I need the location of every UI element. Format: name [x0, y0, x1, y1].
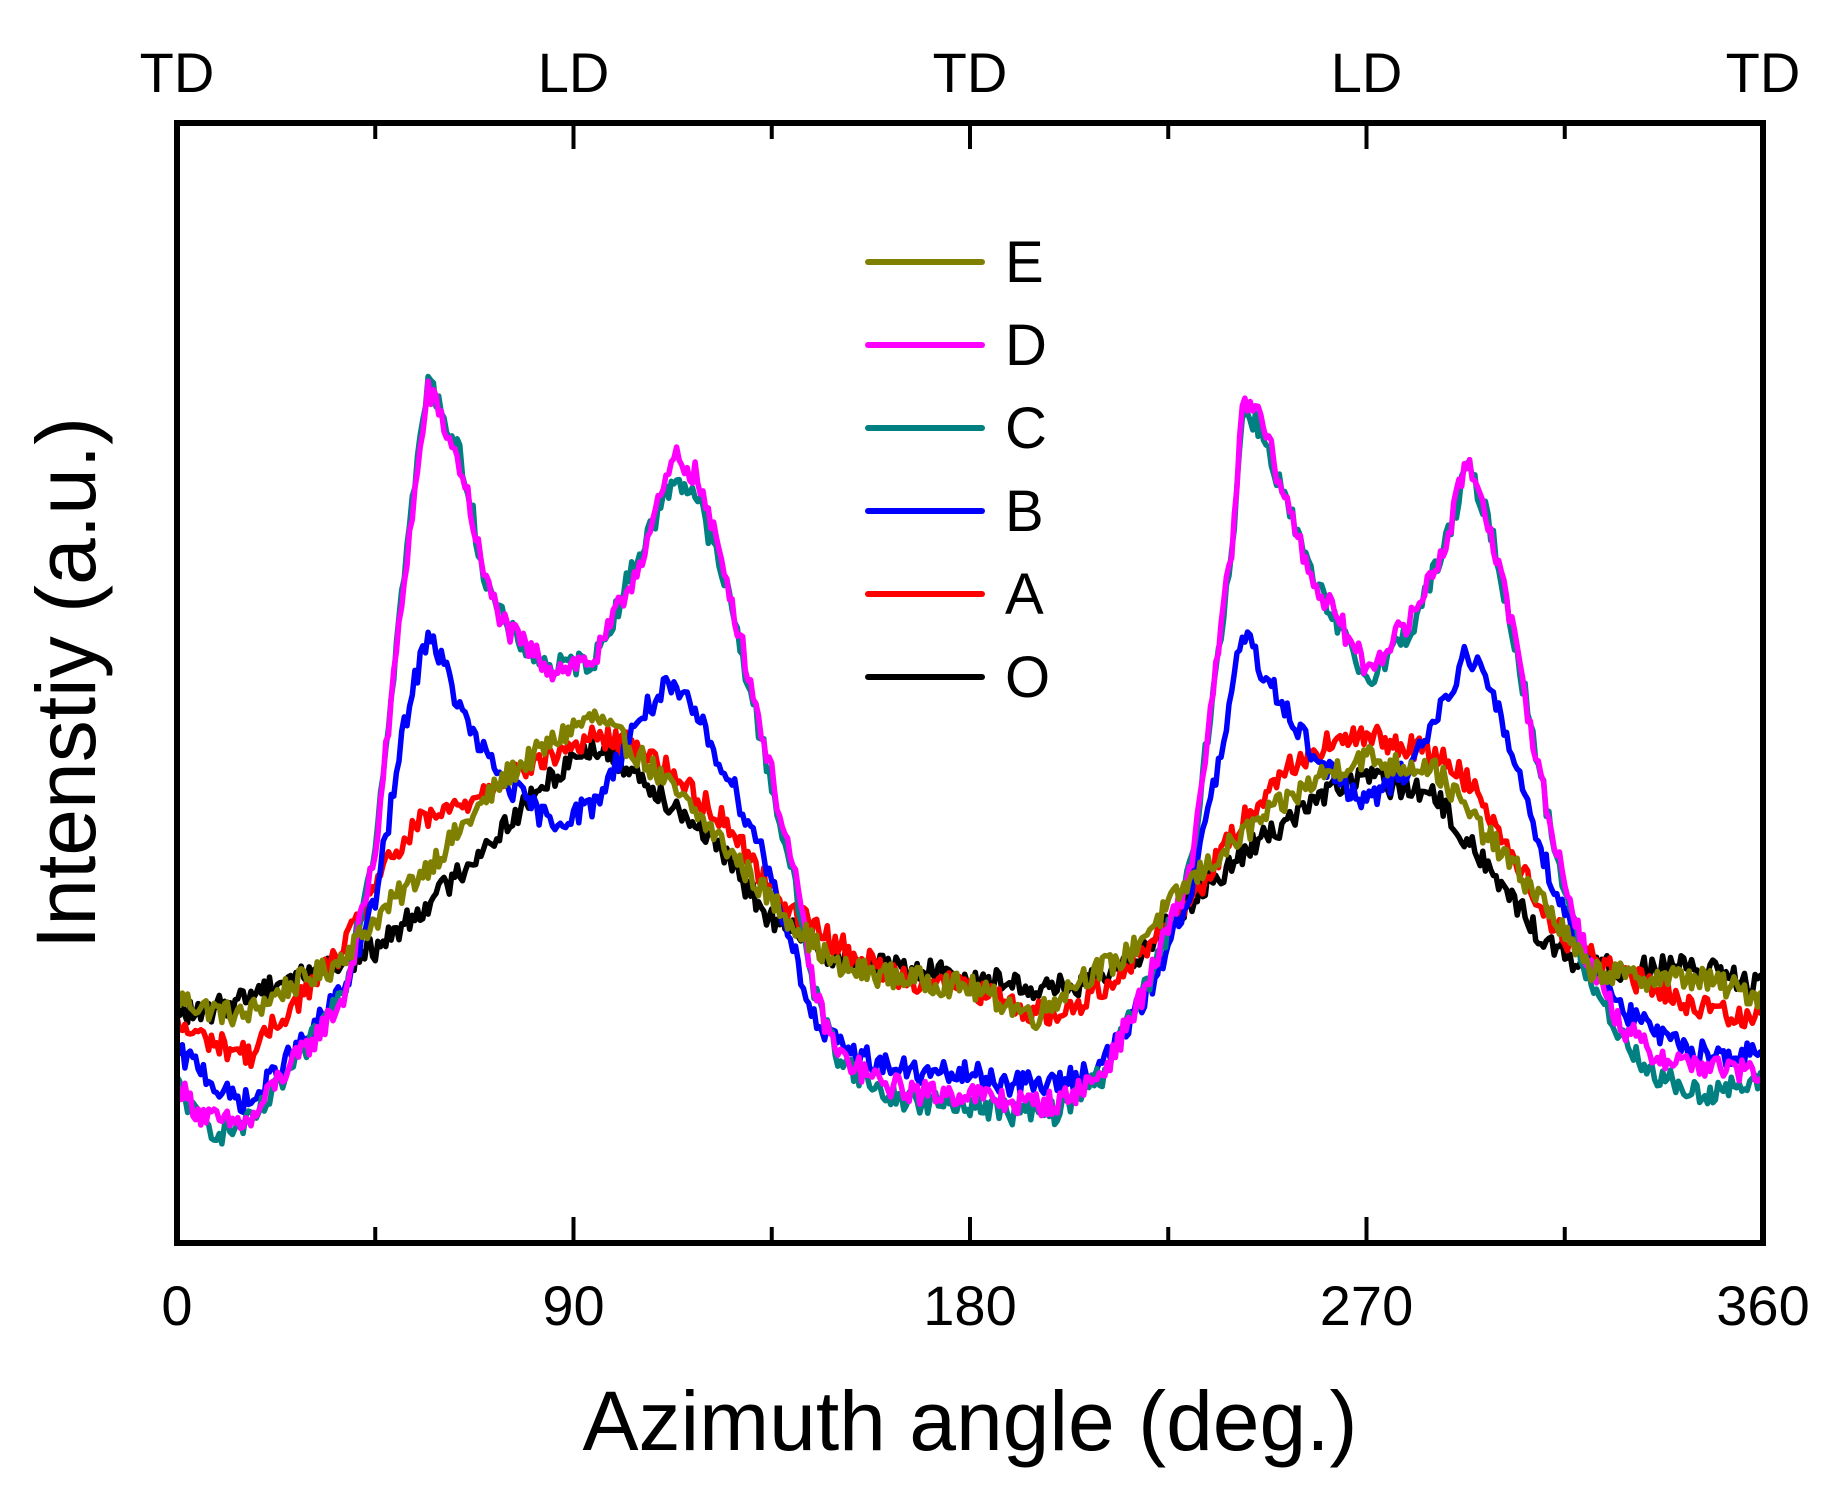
legend-label-E: E: [1005, 230, 1044, 295]
x-tick-label: 180: [923, 1274, 1016, 1337]
top-axis-label: LD: [538, 41, 610, 104]
legend-label-B: B: [1005, 479, 1044, 544]
series-line-E: [174, 708, 1764, 1032]
top-axis-label: TD: [140, 41, 215, 104]
y-axis-title: Intenstiy (a.u.): [19, 417, 113, 949]
series-line-D: [174, 378, 1764, 1132]
x-tick-label: 0: [161, 1274, 192, 1337]
x-tick-label: 270: [1320, 1274, 1413, 1337]
legend-label-C: C: [1005, 396, 1047, 461]
legend-label-D: D: [1005, 313, 1047, 378]
x-tick-label: 360: [1716, 1274, 1809, 1337]
top-axis-label: TD: [933, 41, 1008, 104]
top-axis-label: LD: [1331, 41, 1403, 104]
series-layer: [174, 373, 1764, 1147]
top-axis-label: TD: [1726, 41, 1801, 104]
legend-label-A: A: [1005, 562, 1044, 627]
series-line-B: [174, 629, 1764, 1116]
x-tick-label: 90: [542, 1274, 604, 1337]
ticks-layer: 0 90 180 270 360 TD LD TD LD TD: [140, 41, 1810, 1337]
legend-label-O: O: [1005, 645, 1050, 710]
x-axis-title: Azimuth angle (deg.): [582, 1374, 1357, 1468]
